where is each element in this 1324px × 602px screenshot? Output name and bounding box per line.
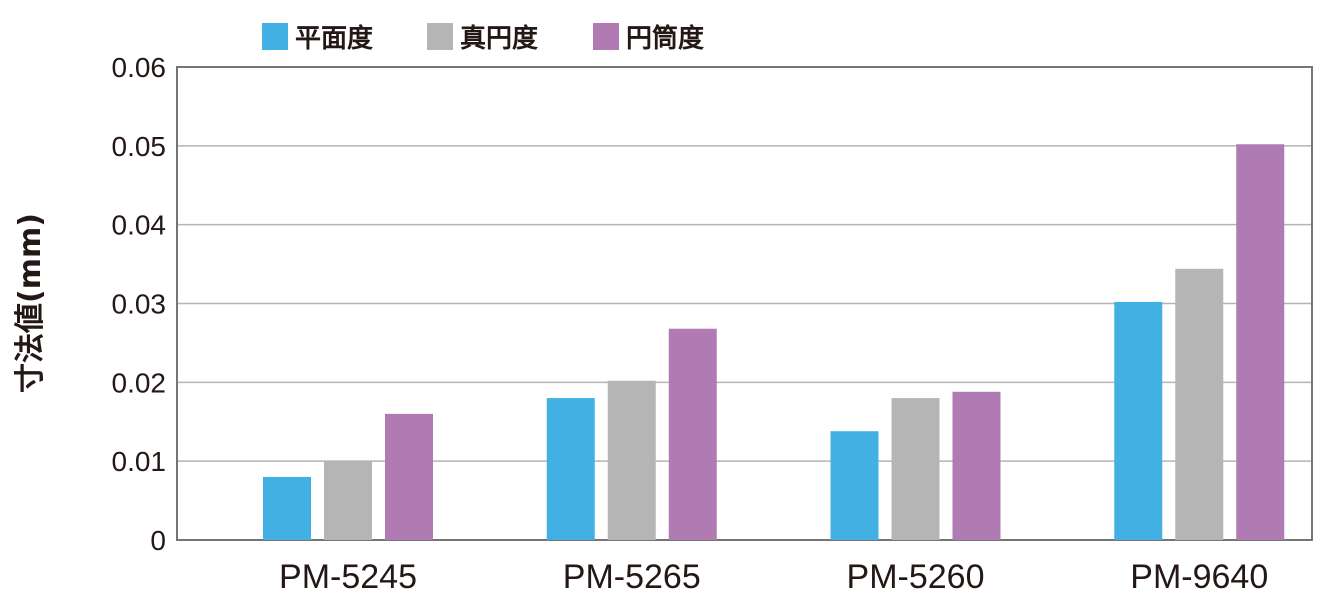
x-category-label: PM-5245 xyxy=(279,558,417,596)
x-category-label: PM-5260 xyxy=(847,558,985,596)
legend-swatch xyxy=(262,23,288,50)
y-tick-label: 0.04 xyxy=(112,210,167,241)
y-tick-label: 0.02 xyxy=(112,367,167,398)
y-tick-label: 0.06 xyxy=(112,52,167,83)
x-category-label: PM-9640 xyxy=(1130,558,1268,596)
legend-label: 平面度 xyxy=(295,23,373,54)
legend: 平面度 真円度 円筒度 xyxy=(262,23,704,54)
y-tick-label: 0 xyxy=(150,525,166,556)
y-tick-label: 0.05 xyxy=(112,131,167,162)
bar xyxy=(607,380,656,540)
bar xyxy=(1175,268,1224,540)
bar xyxy=(385,413,433,540)
bar xyxy=(324,461,372,540)
x-category-labels: PM-5245 PM-5265 PM-5260 PM-9640 xyxy=(279,558,1268,596)
plot-frame xyxy=(176,66,1313,541)
bar xyxy=(1114,301,1163,540)
y-tick-label: 0.03 xyxy=(112,289,167,320)
bars xyxy=(263,144,1285,541)
bar xyxy=(668,328,717,540)
bar xyxy=(1236,144,1285,541)
legend-label: 円筒度 xyxy=(626,23,704,54)
bar xyxy=(952,391,1001,540)
y-tick-label: 0.01 xyxy=(112,446,167,477)
x-category-label: PM-5265 xyxy=(563,558,701,596)
y-axis-title: 寸法値(mm) xyxy=(13,213,48,393)
legend-label: 真円度 xyxy=(460,23,538,54)
legend-swatch xyxy=(593,23,619,50)
bar xyxy=(830,431,879,540)
bar xyxy=(546,398,595,540)
bar xyxy=(891,398,940,540)
y-tick-labels: 0 0.01 0.02 0.03 0.04 0.05 0.06 xyxy=(112,52,167,556)
bar xyxy=(263,476,311,540)
legend-swatch xyxy=(427,23,453,50)
